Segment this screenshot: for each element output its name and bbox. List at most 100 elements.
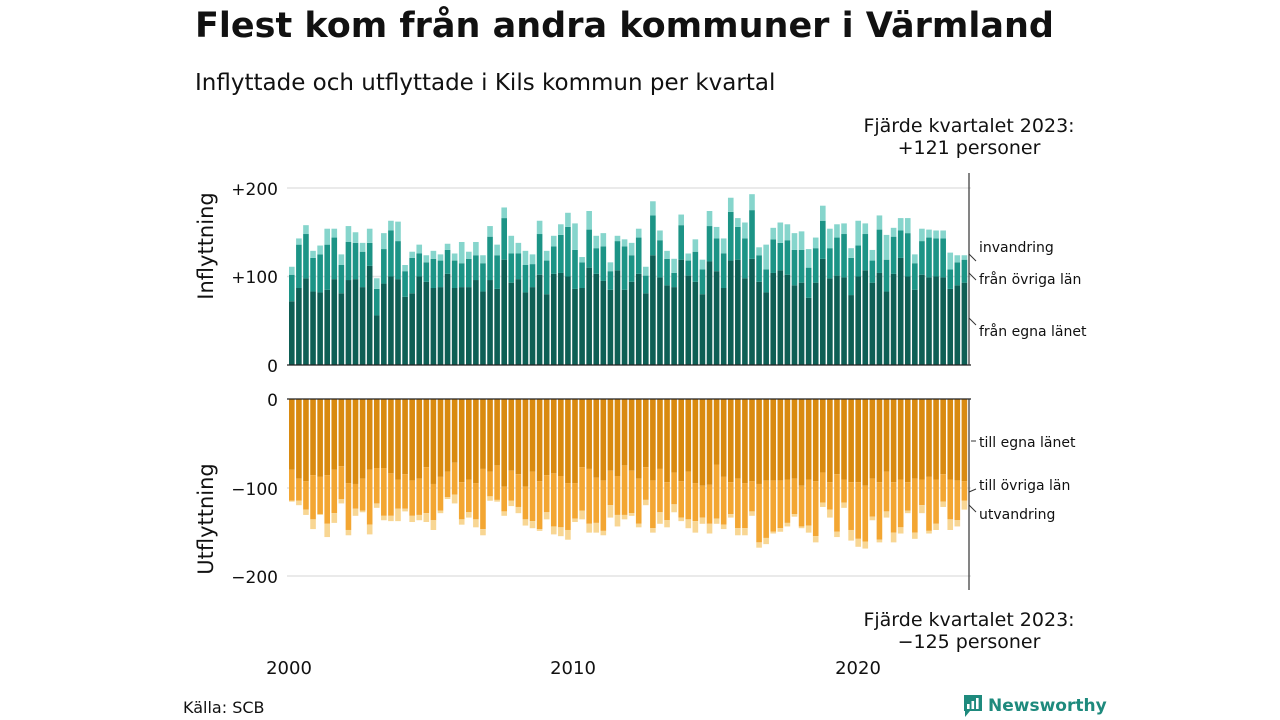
bar-segment-till-ovriga-lan	[303, 481, 309, 510]
bar-segment-invandring	[352, 232, 359, 243]
bar-segment-till-egna-lanet	[437, 399, 444, 477]
bar-segment-till-ovriga-lan	[402, 474, 408, 509]
bar-segment-till-ovriga-lan	[805, 479, 812, 526]
bar-segment-fran-egna-lanet	[402, 296, 408, 365]
bar-segment-till-ovriga-lan	[961, 481, 968, 501]
series-label-fran-egna-lanet: från egna länet	[979, 323, 1087, 340]
bar-segment-invandring	[621, 239, 628, 247]
bar-segment-fran-egna-lanet	[784, 274, 791, 365]
bar-segment-invandring	[600, 233, 607, 247]
bar-segment-fran-egna-lanet	[373, 315, 380, 365]
bar-segment-invandring	[501, 207, 507, 219]
bar-segment-invandring	[812, 237, 819, 249]
bar-segment-fran-ovriga-lan	[324, 244, 330, 290]
bar-segment-utvandring	[402, 508, 408, 512]
bar-segment-invandring	[572, 223, 578, 250]
bar-segment-till-egna-lanet	[798, 399, 805, 486]
bar-segment-fran-egna-lanet	[735, 259, 741, 365]
bar-segment-fran-ovriga-lan	[699, 269, 706, 295]
bar-segment-till-egna-lanet	[933, 399, 939, 480]
bar-segment-fran-egna-lanet	[643, 293, 649, 365]
bar-segment-fran-egna-lanet	[621, 289, 628, 365]
bar-segment-utvandring	[614, 514, 621, 527]
bar-segment-till-egna-lanet	[352, 399, 359, 484]
outflow-bars	[289, 399, 968, 549]
bar-segment-utvandring	[805, 525, 812, 533]
x-tick-label: 2000	[266, 658, 312, 679]
bar-segment-fran-egna-lanet	[812, 282, 819, 365]
bar-segment-till-egna-lanet	[579, 399, 585, 468]
bar-segment-till-ovriga-lan	[720, 476, 727, 525]
bar-segment-till-ovriga-lan	[685, 471, 692, 520]
bar-segment-till-ovriga-lan	[352, 483, 359, 509]
bar-segment-fran-egna-lanet	[628, 281, 635, 365]
bar-segment-fran-ovriga-lan	[876, 229, 883, 273]
bar-segment-till-ovriga-lan	[579, 467, 585, 511]
bar-segment-fran-egna-lanet	[926, 277, 932, 365]
bar-segment-till-egna-lanet	[317, 399, 323, 477]
annotation-top-line1: Fjärde kvartalet 2023:	[863, 115, 1074, 137]
bar-segment-fran-ovriga-lan	[366, 242, 373, 266]
bar-segment-invandring	[706, 211, 713, 227]
bar-segment-invandring	[402, 265, 408, 272]
bar-segment-invandring	[614, 235, 621, 242]
bar-segment-invandring	[473, 241, 479, 256]
bar-segment-till-ovriga-lan	[635, 478, 642, 524]
bar-segment-till-ovriga-lan	[954, 480, 961, 521]
bar-segment-till-egna-lanet	[487, 399, 493, 472]
bar-segment-invandring	[430, 250, 437, 259]
bar-segment-till-ovriga-lan	[869, 478, 876, 517]
bar-segment-fran-egna-lanet	[458, 287, 465, 365]
bar-segment-till-egna-lanet	[883, 399, 890, 472]
bar-segment-fran-ovriga-lan	[756, 255, 762, 282]
bar-segment-fran-ovriga-lan	[444, 249, 451, 274]
bar-segment-till-egna-lanet	[409, 399, 415, 481]
bar-segment-till-ovriga-lan	[494, 465, 500, 500]
bar-segment-fran-egna-lanet	[366, 265, 373, 365]
bar-segment-invandring	[536, 220, 543, 235]
bar-segment-fran-ovriga-lan	[791, 249, 798, 286]
bar-segment-utvandring	[848, 529, 854, 541]
bar-segment-fran-egna-lanet	[664, 285, 670, 365]
bar-segment-till-ovriga-lan	[643, 467, 649, 500]
bar-segment-fran-egna-lanet	[607, 289, 614, 365]
bar-segment-till-ovriga-lan	[550, 473, 557, 527]
bar-segment-fran-egna-lanet	[451, 288, 458, 365]
bar-segment-fran-ovriga-lan	[784, 240, 791, 275]
bar-segment-utvandring	[543, 512, 550, 520]
leader-line	[968, 504, 977, 513]
bar-segment-utvandring	[366, 524, 373, 535]
y-tick-label: +100	[231, 268, 278, 288]
bar-segment-utvandring	[876, 539, 883, 543]
bar-segment-fran-egna-lanet	[338, 293, 345, 365]
bar-segment-utvandring	[699, 517, 706, 524]
bar-segment-till-ovriga-lan	[565, 483, 571, 530]
bar-segment-fran-ovriga-lan	[593, 248, 600, 274]
bar-segment-utvandring	[777, 528, 784, 532]
bar-segment-fran-ovriga-lan	[671, 272, 677, 288]
bar-segment-fran-egna-lanet	[933, 276, 939, 365]
bar-segment-fran-ovriga-lan	[727, 211, 734, 261]
bar-segment-till-ovriga-lan	[373, 468, 380, 504]
bar-segment-till-ovriga-lan	[366, 469, 373, 525]
bar-segment-invandring	[713, 226, 720, 239]
bar-segment-fran-ovriga-lan	[749, 210, 755, 259]
bar-segment-invandring	[678, 214, 684, 226]
bar-segment-utvandring	[763, 537, 769, 545]
bar-segment-fran-egna-lanet	[473, 280, 479, 365]
bar-segment-invandring	[458, 241, 465, 264]
bar-segment-utvandring	[324, 523, 330, 538]
bar-segment-till-ovriga-lan	[593, 477, 600, 523]
bar-segment-till-egna-lanet	[529, 399, 536, 472]
x-tick-label: 2020	[835, 658, 881, 679]
bar-segment-utvandring	[381, 515, 387, 521]
bar-segment-till-egna-lanet	[558, 399, 564, 476]
bar-segment-till-ovriga-lan	[621, 465, 628, 515]
bar-segment-utvandring	[961, 500, 968, 510]
bar-segment-invandring	[961, 255, 968, 260]
bar-segment-till-egna-lanet	[480, 399, 486, 469]
bar-segment-fran-egna-lanet	[579, 288, 585, 365]
bar-segment-fran-ovriga-lan	[352, 242, 359, 280]
bar-segment-fran-ovriga-lan	[720, 253, 727, 289]
